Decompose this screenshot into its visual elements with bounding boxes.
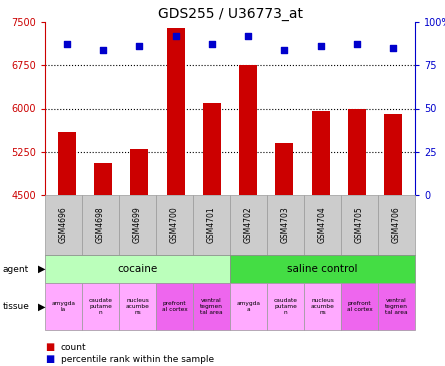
- Text: GSM4704: GSM4704: [318, 207, 327, 243]
- Text: ▶: ▶: [38, 264, 45, 274]
- Text: saline control: saline control: [287, 264, 358, 274]
- Text: GSM4703: GSM4703: [281, 207, 290, 243]
- Bar: [130, 149, 148, 195]
- Text: GSM4699: GSM4699: [133, 207, 142, 243]
- Text: prefront
al cortex: prefront al cortex: [347, 301, 372, 312]
- Text: GSM4696: GSM4696: [59, 207, 68, 243]
- Point: [208, 42, 215, 48]
- Text: prefront
al cortex: prefront al cortex: [162, 301, 187, 312]
- Bar: [203, 103, 221, 195]
- Text: nucleus
acumbe
ns: nucleus acumbe ns: [125, 298, 150, 315]
- Text: agent: agent: [2, 265, 28, 273]
- Text: cocaine: cocaine: [117, 264, 158, 274]
- Text: nucleus
acumbe
ns: nucleus acumbe ns: [311, 298, 335, 315]
- Text: amygda
a: amygda a: [236, 301, 260, 312]
- Text: GSM4702: GSM4702: [244, 207, 253, 243]
- Point: [136, 43, 143, 49]
- Text: GSM4705: GSM4705: [355, 207, 364, 243]
- Point: [390, 45, 397, 51]
- Point: [172, 33, 179, 39]
- Title: GDS255 / U36773_at: GDS255 / U36773_at: [158, 7, 303, 21]
- Point: [63, 42, 70, 48]
- Point: [100, 47, 107, 53]
- Bar: [384, 114, 402, 195]
- Text: GSM4701: GSM4701: [207, 207, 216, 243]
- Text: GSM4706: GSM4706: [392, 207, 401, 243]
- Bar: [312, 111, 330, 195]
- Text: GSM4698: GSM4698: [96, 207, 105, 243]
- Text: GSM4700: GSM4700: [170, 207, 179, 243]
- Point: [245, 33, 252, 39]
- Text: count: count: [61, 343, 86, 351]
- Bar: [94, 163, 112, 195]
- Point: [281, 47, 288, 53]
- Bar: [275, 143, 294, 195]
- Text: ventral
tegmen
tal area: ventral tegmen tal area: [200, 298, 223, 315]
- Bar: [166, 28, 185, 195]
- Text: caudate
putame
n: caudate putame n: [89, 298, 113, 315]
- Point: [317, 43, 324, 49]
- Text: amygda
la: amygda la: [52, 301, 76, 312]
- Text: ■: ■: [45, 354, 54, 364]
- Text: caudate
putame
n: caudate putame n: [274, 298, 298, 315]
- Text: ■: ■: [45, 342, 54, 352]
- Text: tissue: tissue: [2, 302, 29, 311]
- Bar: [348, 108, 366, 195]
- Text: ventral
tegmen
tal area: ventral tegmen tal area: [385, 298, 408, 315]
- Text: percentile rank within the sample: percentile rank within the sample: [61, 355, 214, 363]
- Text: ▶: ▶: [38, 302, 45, 311]
- Point: [353, 42, 360, 48]
- Bar: [239, 65, 257, 195]
- Bar: [58, 131, 76, 195]
